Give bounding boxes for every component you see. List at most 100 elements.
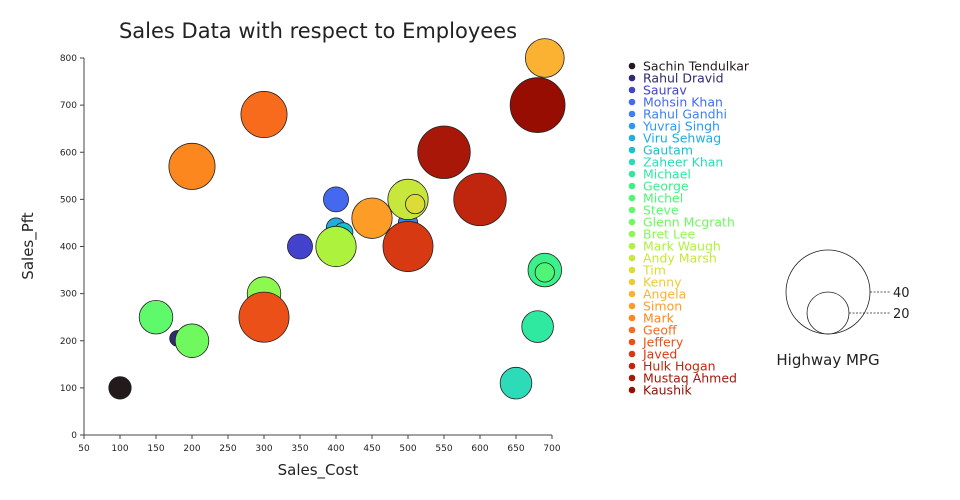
legend-entry: Hulk Hogan <box>643 359 716 374</box>
bubble-point <box>240 91 288 139</box>
x-axis: 50 100 150 200 250 300 350 400 450 500 550 600 650 70… <box>78 435 561 454</box>
legend-entry: Zaheer Khan <box>643 155 723 170</box>
x-tick-label: 500 <box>399 444 416 454</box>
bubble-point <box>174 323 210 358</box>
bubble-point <box>509 77 566 133</box>
y-tick-label: 600 <box>60 148 77 158</box>
legend-marker <box>628 314 636 322</box>
x-tick-label: 600 <box>471 444 488 454</box>
x-tick-label: 400 <box>327 444 344 454</box>
y-tick-label: 100 <box>60 384 77 394</box>
bubble-point <box>315 225 357 268</box>
y-tick-label: 200 <box>60 337 77 347</box>
legend-entry: Jeffery <box>642 335 684 350</box>
legend-entry: Gautam <box>643 143 693 158</box>
bubble-point <box>382 221 434 272</box>
legend-marker <box>628 362 636 370</box>
legend-marker <box>628 338 636 346</box>
y-tick-label: 400 <box>60 243 77 253</box>
legend-entry: Angela <box>643 287 686 302</box>
bubble-point <box>351 197 393 239</box>
size-legend-value: 20 <box>893 307 910 322</box>
legend-entry: Steve <box>643 203 679 218</box>
legend-marker <box>628 302 636 310</box>
legend-entry: Sachin Tendulkar <box>643 59 750 74</box>
y-axis: 0 100 200 300 400 500 600 700 800 <box>60 54 84 441</box>
legend-entry: Mustaq Ahmed <box>643 371 737 386</box>
x-tick-label: 100 <box>111 444 128 454</box>
legend-marker <box>628 122 636 130</box>
legend-marker <box>628 230 636 238</box>
x-tick-label: 150 <box>147 444 164 454</box>
size-legend-circle-small <box>806 291 850 335</box>
bubble-point <box>238 291 290 343</box>
size-legend-title: Highway MPG <box>776 351 879 369</box>
x-tick-label: 650 <box>507 444 524 454</box>
legend-marker <box>628 62 636 70</box>
y-tick-label: 300 <box>60 290 77 300</box>
y-tick-label: 700 <box>60 101 77 111</box>
legend-marker <box>628 134 636 142</box>
legend-entry: Bret Lee <box>643 227 695 242</box>
legend-entry: Mark <box>643 311 675 326</box>
y-tick-label: 0 <box>71 431 77 441</box>
bubble-point <box>453 172 507 227</box>
legend-marker <box>628 146 636 154</box>
legend-marker <box>628 98 636 106</box>
y-tick-label: 500 <box>60 195 77 205</box>
legend-entry: Viru Sehwag <box>643 131 721 146</box>
x-tick-label: 450 <box>363 444 380 454</box>
bubble-point <box>499 366 533 400</box>
legend-marker <box>628 194 636 202</box>
x-axis-label: Sales_Cost <box>278 461 359 480</box>
legend-marker <box>628 170 636 178</box>
legend-marker <box>628 278 636 286</box>
legend-entry: Tim <box>642 263 666 278</box>
legend-entry: Mohsin Khan <box>643 95 723 110</box>
x-tick-label: 550 <box>435 444 452 454</box>
chart-title: Sales Data with respect to Employees <box>119 19 517 43</box>
legend-entry: Saurav <box>643 83 687 98</box>
bubble-point <box>417 125 471 179</box>
legend-entry: Yuvraj Singh <box>642 119 720 134</box>
x-tick-label: 700 <box>543 444 560 454</box>
bubble-point <box>534 262 555 283</box>
x-tick-label: 350 <box>291 444 308 454</box>
bubble-layer <box>108 38 566 400</box>
legend-marker <box>628 86 636 94</box>
legend-entry: Javed <box>642 347 677 362</box>
y-tick-label: 800 <box>60 54 77 64</box>
legend-entry: Kaushik <box>643 383 692 398</box>
legend-entry: George <box>643 179 689 194</box>
legend-marker <box>628 158 636 166</box>
bubble-point <box>323 186 349 213</box>
x-tick-label: 50 <box>78 444 90 454</box>
bubble-point <box>521 310 554 343</box>
bubble-point <box>138 299 174 335</box>
x-tick-label: 200 <box>183 444 200 454</box>
legend-marker <box>628 326 636 334</box>
legend-entry: Geoff <box>643 323 677 338</box>
legend-entry: Mark Waugh <box>643 239 721 254</box>
legend-marker <box>628 218 636 226</box>
bubble-point <box>108 376 132 400</box>
legend-entry: Simon <box>643 299 682 314</box>
legend-marker <box>628 182 636 190</box>
legend-marker <box>628 206 636 214</box>
legend-marker <box>628 386 636 394</box>
legend-marker <box>628 254 636 262</box>
legend-marker <box>628 74 636 82</box>
legend-marker <box>628 374 636 382</box>
bubble-point <box>168 142 216 190</box>
x-tick-label: 250 <box>219 444 236 454</box>
legend-marker <box>628 266 636 274</box>
legend-entry: Glenn Mcgrath <box>643 215 735 230</box>
legend-entry: Andy Marsh <box>643 251 717 266</box>
legend-entry: Rahul Dravid <box>643 71 724 86</box>
legend-entry: Rahul Gandhi <box>643 107 727 122</box>
legend-marker <box>628 290 636 298</box>
legend-entry: Michel <box>643 191 683 206</box>
legend-marker <box>628 350 636 358</box>
